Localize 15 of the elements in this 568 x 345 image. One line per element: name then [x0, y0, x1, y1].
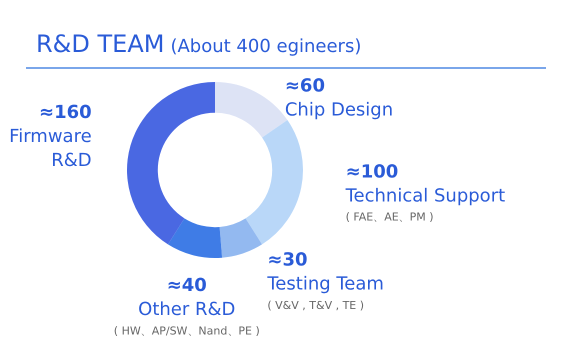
- data-label: ≈30: [267, 250, 308, 271]
- data-label: ≈40: [166, 275, 207, 296]
- text: ( HW、AP/SW、Nand、PE ): [114, 324, 260, 338]
- text: ( V&V , T&V , TE ): [267, 298, 364, 312]
- text: ( FAE、AE、PM ): [346, 210, 434, 224]
- slice-label: Firmware R&D: [9, 126, 92, 171]
- data-label: ≈160: [39, 102, 92, 123]
- data-label: ≈100: [346, 161, 398, 182]
- chart-title: R&D TEAM: [36, 30, 164, 58]
- data-label: ≈60: [284, 76, 325, 97]
- slice-label: Technical Support: [344, 185, 506, 206]
- slice-label: Testing Team: [266, 274, 384, 295]
- slice-label: Other R&D: [138, 299, 236, 320]
- slice-label: Chip Design: [284, 100, 394, 121]
- chart-subtitle: (About 400 egineers): [170, 36, 362, 57]
